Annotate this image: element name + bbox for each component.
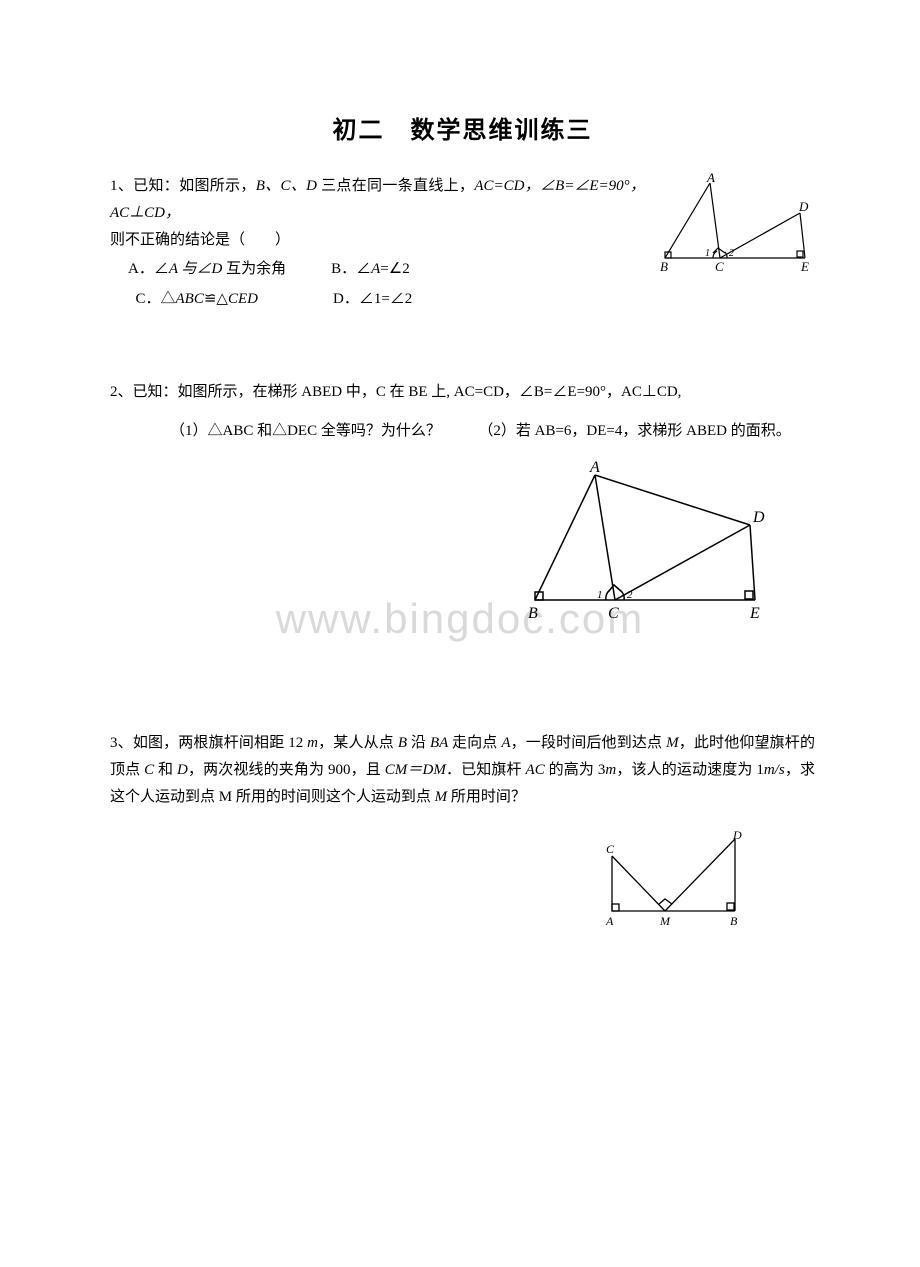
p1-t1: 已知：如图所示， <box>133 178 256 194</box>
optA-post: 互为余角 <box>226 261 286 277</box>
p2-sub1: （1）△ABC 和△DEC 全等吗？为什么？ <box>170 423 441 439</box>
p2-t1: 已知：如图所示，在梯形 ABED 中，C 在 BE 上, AC=CD，∠B=∠E… <box>133 384 682 400</box>
label-C: C <box>608 605 619 620</box>
page-title: 初二 数学思维训练三 <box>110 110 815 145</box>
p3-t3: 沿 <box>411 735 430 751</box>
p1-bcd: B、C、D <box>256 178 321 194</box>
p2-num: 2、 <box>110 384 133 400</box>
label-B: B <box>730 914 738 928</box>
optC-pre: C．△ <box>136 291 176 307</box>
optA-mid: A 与∠D <box>169 261 226 277</box>
label-D: D <box>732 831 742 842</box>
problem-3: 3、如图，两根旗杆间相距 12 m，某人从点 B 沿 BA 走向点 A，一段时间… <box>110 730 815 931</box>
p3-BA: BA <box>430 735 452 751</box>
p3-D: D <box>177 762 188 778</box>
p3-t2: ，某人从点 <box>318 735 398 751</box>
optC-mid: ABC <box>176 291 204 307</box>
problem-3-text: 3、如图，两根旗杆间相距 12 m，某人从点 B 沿 BA 走向点 A，一段时间… <box>110 730 815 811</box>
p3-t10: 的高为 3 <box>549 762 606 778</box>
p1-t3: 则不正确的结论是（ ） <box>110 232 290 248</box>
p3-t13: 所用时间？ <box>447 789 526 805</box>
p3-t8: ，两次视线的夹角为 900，且 <box>188 762 385 778</box>
optB-pre: B．∠ <box>331 261 371 277</box>
optB-mid: A <box>371 261 380 277</box>
label-E: E <box>749 605 760 620</box>
label-C: C <box>715 259 724 273</box>
p1-t2: 三点在同一条直线上， <box>321 178 474 194</box>
p3-t4: 走向点 <box>452 735 501 751</box>
p1-num: 1、 <box>110 178 133 194</box>
label-A: A <box>706 173 715 185</box>
problem-2-subs: （1）△ABC 和△DEC 全等吗？为什么？ （2）若 AB=6，DE=4，求梯… <box>170 418 815 445</box>
p3-t5: ，一段时间后他到达点 <box>510 735 666 751</box>
p3-M2: M <box>435 789 448 805</box>
p3-t9: ．已知旗杆 <box>446 762 526 778</box>
p3-AC: AC <box>526 762 549 778</box>
figure-3: C D A M B <box>600 831 815 931</box>
p3-t1: 如图，两根旗杆间相距 12 <box>133 735 307 751</box>
optA-pre: A．∠ <box>128 261 169 277</box>
p2-sub2: （2）若 AB=6，DE=4，求梯形 ABED 的面积。 <box>486 423 791 439</box>
figure-2: A B C D E 1 2 <box>520 460 815 620</box>
label-2: 2 <box>729 248 734 259</box>
p3-m1: m <box>307 735 318 751</box>
p3-t11: ，该人的运动速度为 1 <box>616 762 764 778</box>
document-content: 初二 数学思维训练三 A B <box>110 110 815 931</box>
problem-2: 2、已知：如图所示，在梯形 ABED 中，C 在 BE 上, AC=CD，∠B=… <box>110 379 815 620</box>
p3-CM: CM＝DM <box>385 762 446 778</box>
label-1: 1 <box>597 589 603 601</box>
problem-1: A B C D E 1 2 1、已知：如图所示，B、C、D 三点在同一条直线上，… <box>110 173 815 314</box>
label-2: 2 <box>627 589 633 601</box>
label-C: C <box>606 842 615 856</box>
problem-2-text: 2、已知：如图所示，在梯形 ABED 中，C 在 BE 上, AC=CD，∠B=… <box>110 379 815 406</box>
optD: D．∠1=∠2 <box>333 291 412 307</box>
figure-1: A B C D E 1 2 <box>655 173 815 273</box>
label-A: A <box>589 460 600 476</box>
label-B: B <box>660 259 668 273</box>
p3-M: M <box>666 735 679 751</box>
optB-post: =∠2 <box>380 261 409 277</box>
label-1: 1 <box>705 248 710 259</box>
p3-C: C <box>144 762 158 778</box>
optC-mid2: CED <box>228 291 258 307</box>
label-A: A <box>605 914 614 928</box>
label-E: E <box>800 259 809 273</box>
label-B: B <box>528 605 538 620</box>
label-D: D <box>752 509 765 526</box>
optC-cong: ≌△ <box>204 291 228 307</box>
label-D: D <box>798 199 809 214</box>
p3-m2: m <box>605 762 616 778</box>
p3-B: B <box>398 735 411 751</box>
p3-num: 3、 <box>110 735 133 751</box>
p3-t7: 和 <box>158 762 177 778</box>
p3-ms: m/s <box>764 762 785 778</box>
label-M: M <box>659 914 671 928</box>
